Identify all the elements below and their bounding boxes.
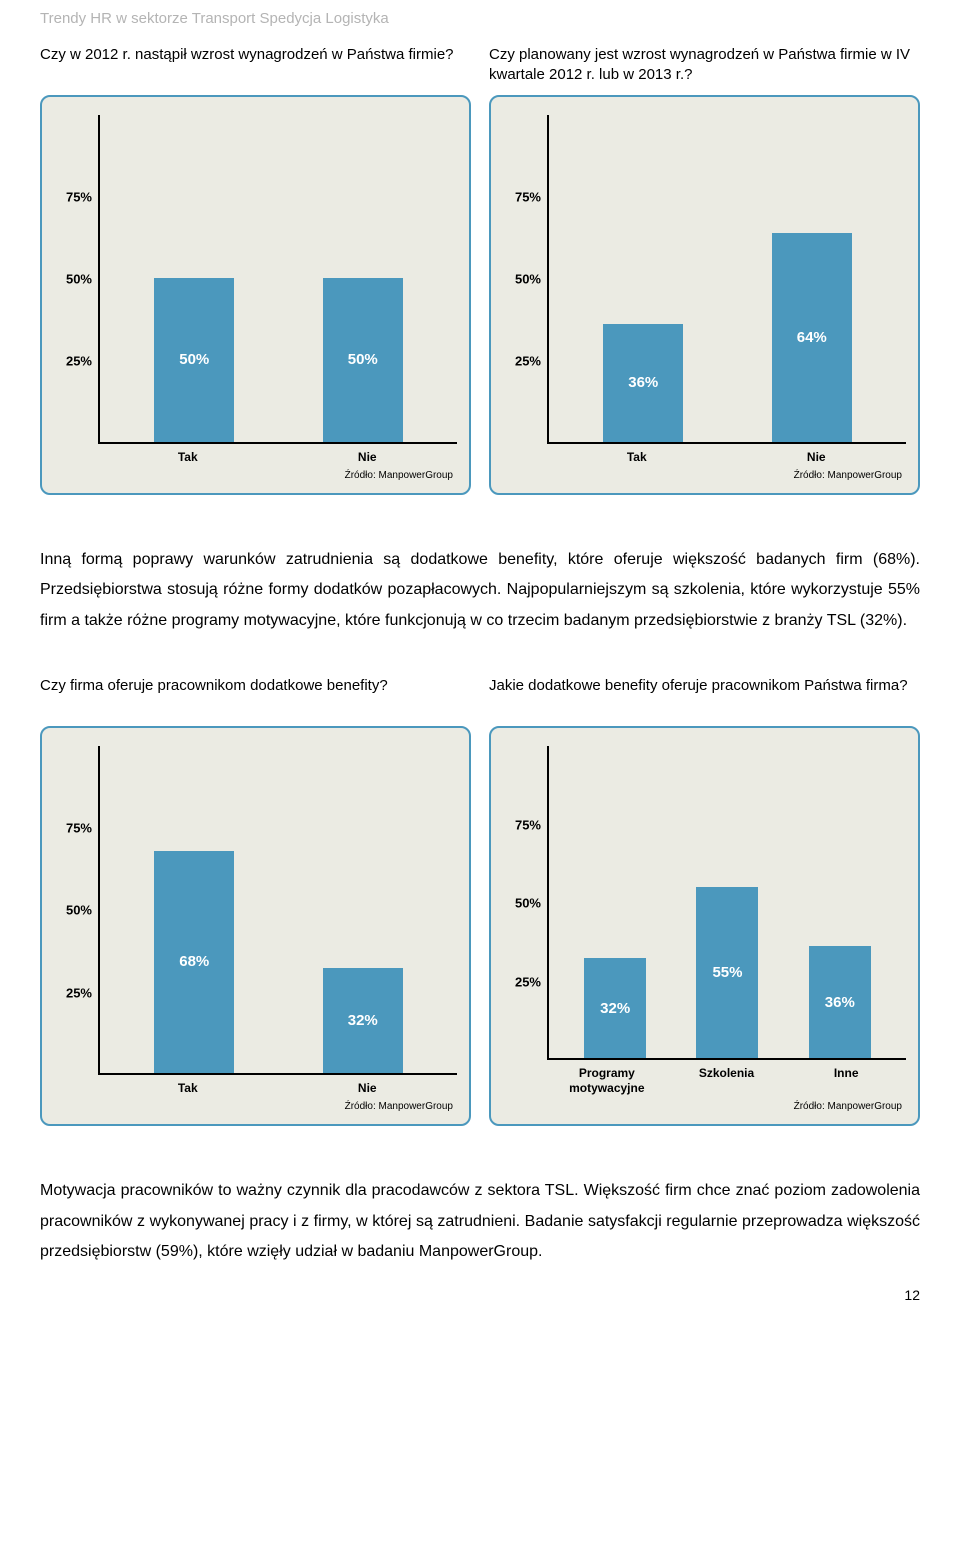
chart-block-2: Czy planowany jest wzrost wynagrodzeń w …: [489, 45, 920, 495]
bar-wrap: 50%: [154, 115, 234, 442]
bars-zone: 68% 32%: [98, 746, 457, 1075]
page-number: 12: [40, 1287, 920, 1303]
bar-label: 55%: [712, 964, 742, 981]
y-tick: 50%: [515, 272, 541, 287]
chart-row-1: Czy w 2012 r. nastąpił wzrost wynagrodze…: [40, 45, 920, 495]
bar-wrap: 68%: [154, 746, 234, 1073]
source-label: Źródło: ManpowerGroup: [503, 470, 906, 481]
bar-label: 32%: [348, 1012, 378, 1029]
chart-block-4: Jakie dodatkowe benefity oferuje pracown…: [489, 676, 920, 1126]
chart-title: Czy planowany jest wzrost wynagrodzeń w …: [489, 45, 920, 89]
bar: 36%: [603, 324, 683, 442]
x-label: Nie: [278, 1081, 458, 1095]
chart-frame: 75% 50% 25% 32% 55% 36% Progr: [489, 726, 920, 1126]
x-axis: Tak Nie: [54, 1081, 457, 1095]
y-tick: 75%: [66, 190, 92, 205]
bar-label: 50%: [179, 351, 209, 368]
bar-label: 68%: [179, 953, 209, 970]
chart-title: Czy firma oferuje pracownikom dodatkowe …: [40, 676, 471, 720]
x-axis: Tak Nie: [503, 450, 906, 464]
x-axis: Tak Nie: [54, 450, 457, 464]
bar: 36%: [809, 946, 871, 1058]
source-label: Źródło: ManpowerGroup: [503, 1101, 906, 1112]
bars-zone: 36% 64%: [547, 115, 906, 444]
bars-zone: 50% 50%: [98, 115, 457, 444]
bar: 68%: [154, 851, 234, 1073]
y-tick: 75%: [515, 190, 541, 205]
bar-label: 36%: [628, 374, 658, 391]
y-axis: 75% 50% 25%: [503, 115, 547, 444]
chart-frame: 75% 50% 25% 50% 50% Tak Nie Źródło: Manp…: [40, 95, 471, 495]
chart-title: Jakie dodatkowe benefity oferuje pracown…: [489, 676, 920, 720]
plot-area: 75% 50% 25% 36% 64%: [503, 115, 906, 444]
y-axis: 75% 50% 25%: [54, 115, 98, 444]
page-header: Trendy HR w sektorze Transport Spedycja …: [40, 10, 920, 27]
bar: 50%: [154, 278, 234, 441]
x-label: Nie: [727, 450, 907, 464]
x-label: Tak: [98, 1081, 278, 1095]
bar-wrap: 36%: [603, 115, 683, 442]
plot-area: 75% 50% 25% 68% 32%: [54, 746, 457, 1075]
x-label: Tak: [547, 450, 727, 464]
bar-wrap: 64%: [772, 115, 852, 442]
x-label: Inne: [786, 1066, 906, 1095]
paragraph-1: Inną formą poprawy warunków zatrudnienia…: [40, 545, 920, 636]
plot-area: 75% 50% 25% 50% 50%: [54, 115, 457, 444]
y-axis: 75% 50% 25%: [54, 746, 98, 1075]
bar-label: 64%: [797, 329, 827, 346]
chart-row-2: Czy firma oferuje pracownikom dodatkowe …: [40, 676, 920, 1126]
x-label: Programy motywacyjne: [547, 1066, 667, 1095]
chart-title: Czy w 2012 r. nastąpił wzrost wynagrodze…: [40, 45, 471, 89]
y-tick: 25%: [66, 354, 92, 369]
y-tick: 50%: [515, 896, 541, 911]
source-label: Źródło: ManpowerGroup: [54, 470, 457, 481]
bar: 50%: [323, 278, 403, 441]
bar-wrap: 32%: [584, 746, 646, 1058]
bar: 32%: [584, 958, 646, 1058]
x-label: Tak: [98, 450, 278, 464]
bar: 55%: [696, 887, 758, 1059]
chart-block-3: Czy firma oferuje pracownikom dodatkowe …: [40, 676, 471, 1126]
plot-area: 75% 50% 25% 32% 55% 36%: [503, 746, 906, 1060]
y-tick: 25%: [515, 974, 541, 989]
y-tick: 50%: [66, 272, 92, 287]
y-tick: 50%: [66, 903, 92, 918]
y-tick: 25%: [66, 985, 92, 1000]
y-tick: 75%: [515, 817, 541, 832]
chart-frame: 75% 50% 25% 36% 64% Tak Nie Źródło: Manp…: [489, 95, 920, 495]
x-axis: Programy motywacyjne Szkolenia Inne: [503, 1066, 906, 1095]
bar-wrap: 32%: [323, 746, 403, 1073]
y-tick: 25%: [515, 354, 541, 369]
chart-frame: 75% 50% 25% 68% 32% Tak Nie Źródło: Manp…: [40, 726, 471, 1126]
x-label: Szkolenia: [667, 1066, 787, 1095]
bar-wrap: 55%: [696, 746, 758, 1058]
bar: 32%: [323, 968, 403, 1073]
chart-block-1: Czy w 2012 r. nastąpił wzrost wynagrodze…: [40, 45, 471, 495]
bar-label: 36%: [825, 994, 855, 1011]
bar-label: 50%: [348, 351, 378, 368]
bar-wrap: 36%: [809, 746, 871, 1058]
bar-wrap: 50%: [323, 115, 403, 442]
paragraph-2: Motywacja pracowników to ważny czynnik d…: [40, 1176, 920, 1267]
bar-label: 32%: [600, 1000, 630, 1017]
y-axis: 75% 50% 25%: [503, 746, 547, 1060]
bars-zone: 32% 55% 36%: [547, 746, 906, 1060]
bar: 64%: [772, 233, 852, 442]
y-tick: 75%: [66, 821, 92, 836]
x-label: Nie: [278, 450, 458, 464]
source-label: Źródło: ManpowerGroup: [54, 1101, 457, 1112]
